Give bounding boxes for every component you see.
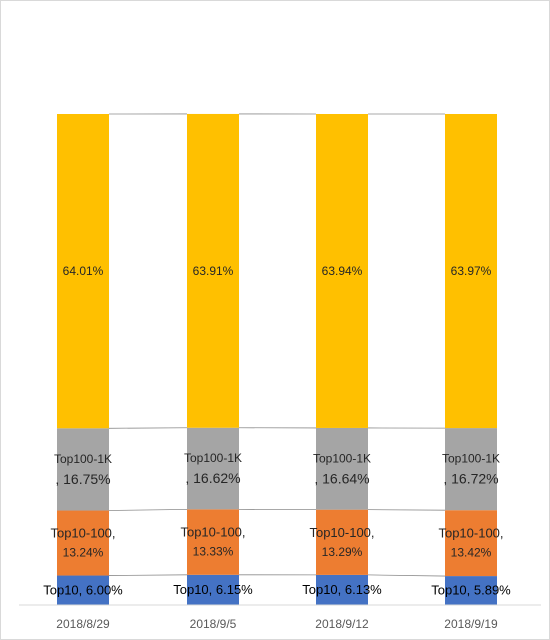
bar-segment-2 [187,509,239,575]
data-label: 63.91% [193,264,234,278]
series-line [108,427,188,429]
data-label: Top10-100, 13.42% [438,526,503,560]
bar-segment-4 [445,114,497,429]
x-tick-label: 2018/9/5 [190,617,237,631]
bar-segment-2 [445,510,497,577]
series-line [367,574,446,577]
bar-segment-2 [57,510,109,576]
bar-segment-3 [316,427,368,510]
x-tick-label: 2018/9/12 [315,617,369,631]
data-label: Top10, 5.89% [431,583,511,598]
x-axis-ticks: 2018/8/29 2018/9/5 2018/9/12 2018/9/19 [56,617,498,631]
bar-segment-1 [187,574,239,605]
data-label: Top10-100, 13.29% [309,525,374,559]
bar-segment-3 [187,427,239,510]
data-label: Top10-100, 13.24% [50,526,115,560]
data-label: Top10, 6.00% [43,582,123,597]
bar-segment-4 [57,114,109,429]
data-label: Top10, 6.13% [302,582,382,597]
bar-segment-3 [57,428,109,511]
bar-segment-1 [57,575,109,605]
data-label: 63.97% [451,264,492,278]
x-tick-label: 2018/9/19 [444,617,498,631]
bar-segment-1 [316,574,368,605]
bar-segment-2 [316,509,368,575]
series-line [108,574,188,576]
data-label: Top100-1K, 16.62% [184,451,242,486]
series-line [108,508,188,511]
bar-segment-4 [316,114,368,428]
data-label: 64.01% [63,264,104,278]
data-label: Top100-1K, 16.72% [442,452,500,487]
data-label: Top10-100, 13.33% [180,525,245,559]
series-line [367,509,446,511]
bars [57,113,497,605]
bar-segment-3 [445,428,497,511]
data-label: Top100-1K, 16.75% [54,452,112,487]
data-label: Top100-1K, 16.64% [313,451,371,486]
bar-segment-4 [187,113,239,428]
series-lines [108,113,446,577]
bar-segment-1 [445,576,497,605]
x-tick-label: 2018/8/29 [56,617,110,631]
data-labels: Top10, 6.00% Top10-100, 13.24% Top100-1K, 1… [43,264,511,598]
data-label: Top10, 6.15% [173,582,253,597]
data-label: 63.94% [322,264,363,278]
